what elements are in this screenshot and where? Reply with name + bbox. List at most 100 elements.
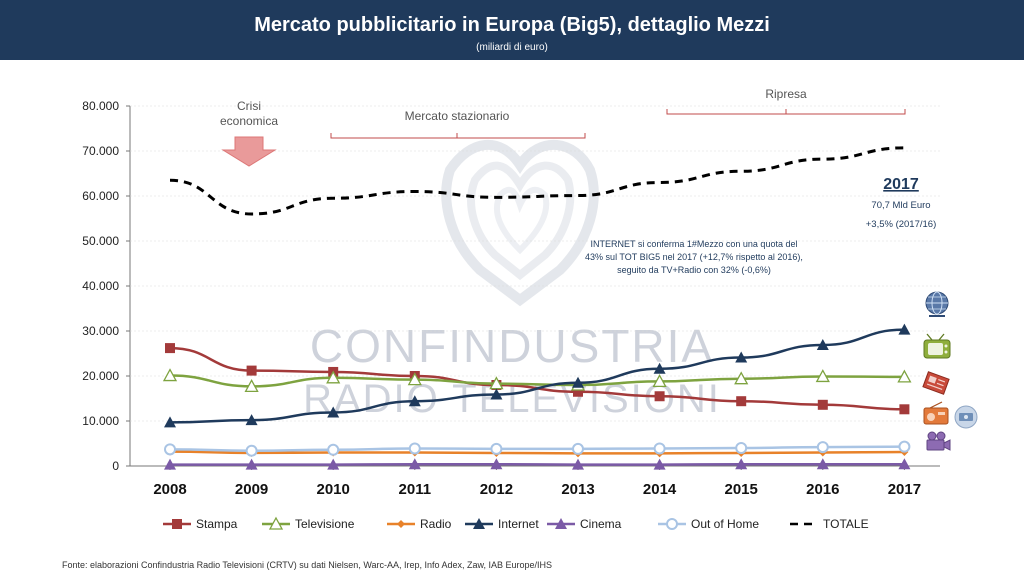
ripresa-label: Ripresa bbox=[765, 87, 807, 101]
data-point bbox=[408, 458, 421, 470]
legend-item: TOTALE bbox=[790, 517, 869, 531]
series-line bbox=[169, 374, 905, 388]
legend: Stampa Televisione Radio Internet Cinema Out … bbox=[163, 516, 869, 531]
y-ticks: 0 10.000 20.000 30.000 40.000 50.000 60.000 70.… bbox=[82, 99, 940, 473]
cd-icon bbox=[954, 405, 978, 429]
data-point bbox=[407, 372, 422, 386]
series-line bbox=[169, 445, 905, 452]
data-point bbox=[734, 371, 749, 385]
movie-camera-icon bbox=[926, 431, 951, 451]
x-tick-label: 2011 bbox=[399, 481, 432, 498]
y-tick-label: 10.000 bbox=[82, 414, 119, 428]
tv-icon bbox=[923, 333, 951, 359]
legend-marker bbox=[172, 519, 182, 529]
data-point bbox=[572, 376, 584, 388]
series-line bbox=[169, 328, 905, 424]
data-point bbox=[816, 458, 829, 470]
data-point bbox=[327, 406, 340, 418]
legend-label: Stampa bbox=[196, 517, 238, 531]
total-change-label: +3,5% (2017/16) bbox=[866, 219, 937, 230]
data-point bbox=[327, 458, 340, 470]
y-tick-label: 40.000 bbox=[82, 279, 119, 293]
legend-label: Internet bbox=[498, 517, 539, 531]
series-totale bbox=[169, 146, 905, 216]
x-tick-label: 2010 bbox=[317, 481, 350, 498]
crisi-label-line2: economica bbox=[220, 114, 278, 128]
data-point bbox=[408, 395, 421, 407]
x-tick-label: 2014 bbox=[643, 481, 677, 498]
data-point bbox=[490, 458, 503, 470]
data-point bbox=[572, 458, 584, 470]
legend-item: Cinema bbox=[547, 517, 622, 531]
crtv-watermark-logo: CONFINDUSTRIA RADIO TELEVISIONI bbox=[303, 139, 719, 421]
series-line bbox=[169, 146, 905, 216]
legend-item: Televisione bbox=[262, 516, 355, 531]
data-point bbox=[898, 458, 911, 470]
x-ticks: 2008 2009 2010 2011 2012 2013 2014 2015 2016 2017 bbox=[153, 466, 921, 498]
legend-item: Stampa bbox=[163, 517, 238, 531]
x-tick-label: 2008 bbox=[153, 481, 186, 498]
data-point bbox=[408, 442, 421, 455]
legend-marker bbox=[555, 518, 567, 529]
data-point bbox=[653, 362, 666, 374]
data-point bbox=[244, 378, 259, 393]
crisi-label-line1: Crisi bbox=[237, 99, 261, 113]
data-point bbox=[490, 442, 503, 455]
legend-item: Internet bbox=[465, 517, 539, 531]
x-tick-label: 2015 bbox=[725, 481, 758, 498]
y-tick-label: 30.000 bbox=[82, 324, 119, 338]
globe-icon bbox=[925, 291, 949, 317]
radio-icon bbox=[923, 401, 949, 425]
data-point bbox=[245, 458, 258, 470]
data-point bbox=[898, 323, 911, 335]
page-subtitle: (miliardi di euro) bbox=[476, 42, 548, 53]
data-point bbox=[735, 442, 748, 454]
down-arrow-icon bbox=[221, 136, 277, 167]
legend-item: Out of Home bbox=[658, 517, 759, 531]
source-footnote: Fonte: elaborazioni Confindustria Radio … bbox=[62, 560, 553, 570]
y-tick-label: 20.000 bbox=[82, 369, 119, 383]
stazionario-label: Mercato stazionario bbox=[405, 109, 510, 123]
data-point bbox=[326, 370, 341, 384]
total-value-label: 70,7 Mld Euro bbox=[871, 200, 930, 211]
legend-label: Radio bbox=[420, 517, 452, 531]
data-point bbox=[162, 368, 178, 382]
data-point bbox=[815, 369, 830, 383]
data-point bbox=[164, 458, 176, 470]
data-point bbox=[652, 374, 667, 388]
y-tick-label: 80.000 bbox=[82, 99, 119, 113]
series-line bbox=[169, 450, 905, 455]
data-point bbox=[817, 399, 828, 410]
x-tick-label: 2017 bbox=[888, 481, 921, 498]
x-tick-label: 2013 bbox=[561, 481, 594, 498]
y-tick-label: 50.000 bbox=[82, 234, 119, 248]
legend-label: TOTALE bbox=[823, 517, 869, 531]
data-point bbox=[654, 391, 665, 402]
legend-marker bbox=[473, 518, 485, 529]
total-year-label: 2017 bbox=[883, 176, 919, 193]
watermark-line1: CONFINDUSTRIA bbox=[310, 320, 714, 372]
data-point bbox=[899, 404, 910, 415]
data-point bbox=[573, 386, 583, 397]
data-point bbox=[327, 443, 340, 456]
data-point bbox=[164, 443, 176, 456]
x-tick-label: 2016 bbox=[806, 481, 839, 498]
data-point bbox=[245, 414, 258, 426]
note-line1: INTERNET si conferma 1#Mezzo con una quo… bbox=[591, 239, 798, 249]
data-point bbox=[736, 396, 747, 407]
series-line bbox=[169, 346, 905, 411]
data-point bbox=[164, 416, 176, 428]
legend-label: Out of Home bbox=[691, 517, 759, 531]
x-tick-label: 2009 bbox=[235, 481, 268, 498]
legend-marker bbox=[666, 518, 678, 530]
stazionario-bracket bbox=[330, 133, 586, 139]
data-point bbox=[246, 365, 257, 376]
series-out-of-home bbox=[164, 440, 911, 457]
y-tick-label: 60.000 bbox=[82, 189, 119, 203]
data-point bbox=[653, 458, 666, 470]
series-internet bbox=[164, 323, 911, 428]
data-point bbox=[245, 444, 258, 457]
legend-label: Televisione bbox=[295, 517, 355, 531]
series-group bbox=[162, 146, 912, 470]
